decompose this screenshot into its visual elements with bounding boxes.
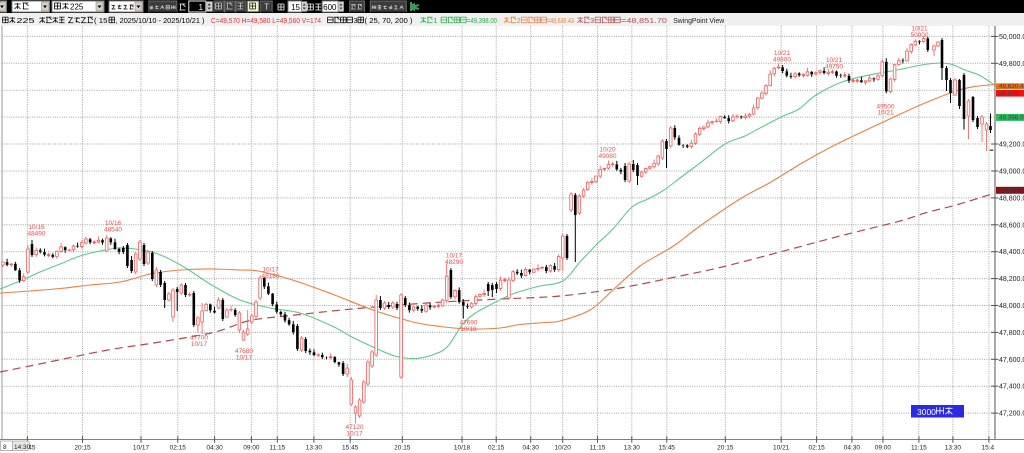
- svg-text:49080: 49080: [598, 153, 616, 160]
- svg-text:49750: 49750: [825, 63, 843, 70]
- svg-text:, 2025/10/10 - 2025/10/21 ): , 2025/10/10 - 2025/10/21 ): [116, 16, 205, 25]
- svg-text:=49,630.43: =49,630.43: [547, 16, 574, 25]
- svg-text:15:4: 15:4: [982, 445, 995, 452]
- svg-text:10/17: 10/17: [446, 253, 463, 260]
- svg-text:=49,398.00: =49,398.00: [467, 16, 497, 25]
- svg-text:3000: 3000: [917, 407, 936, 417]
- svg-text:10/17: 10/17: [133, 445, 150, 452]
- svg-text:49,398.00: 49,398.00: [999, 115, 1024, 122]
- svg-text:50000: 50000: [910, 32, 928, 39]
- svg-text:48,800.00: 48,800.00: [999, 195, 1024, 202]
- svg-text:47,800.00: 47,800.00: [999, 330, 1024, 337]
- svg-text:3: 3: [590, 16, 594, 25]
- svg-text:09:00: 09:00: [243, 445, 260, 452]
- svg-text:48,000.00: 48,000.00: [999, 303, 1024, 310]
- svg-text:10/20: 10/20: [555, 445, 572, 452]
- svg-text:49,800.00: 49,800.00: [999, 61, 1024, 68]
- svg-text:10/17: 10/17: [236, 354, 253, 361]
- svg-text:10/16: 10/16: [28, 224, 45, 231]
- svg-text:( 15: ( 15: [94, 16, 108, 25]
- svg-text:20:15: 20:15: [717, 445, 734, 452]
- svg-text:10/21: 10/21: [877, 110, 894, 117]
- svg-text:10/17: 10/17: [191, 341, 208, 348]
- svg-text:10/16: 10/16: [105, 220, 122, 227]
- svg-text:1: 1: [199, 3, 204, 12]
- svg-text:600: 600: [323, 3, 337, 12]
- svg-text:20:15: 20:15: [394, 445, 411, 452]
- svg-text:10/20: 10/20: [599, 147, 616, 154]
- svg-text:49500: 49500: [876, 104, 894, 111]
- svg-text:04:30: 04:30: [523, 445, 540, 452]
- svg-text:48,851.70: 48,851.70: [999, 188, 1024, 195]
- svg-text:10/21: 10/21: [911, 26, 928, 33]
- svg-text:48180: 48180: [261, 273, 279, 280]
- svg-text:11:15: 11:15: [590, 445, 606, 452]
- svg-text:49,630.43: 49,630.43: [999, 83, 1024, 90]
- svg-text:47,200.00: 47,200.00: [999, 411, 1024, 418]
- svg-text:48,200.00: 48,200.00: [999, 276, 1024, 283]
- svg-text:48,400.00: 48,400.00: [999, 249, 1024, 256]
- svg-text:20:15: 20:15: [74, 445, 91, 452]
- svg-text:15: 15: [291, 3, 300, 12]
- svg-text:04:30: 04:30: [844, 445, 861, 452]
- svg-text:49800: 49800: [773, 56, 791, 63]
- svg-text:47,400.00: 47,400.00: [999, 384, 1024, 391]
- svg-text:47120: 47120: [345, 424, 363, 431]
- svg-text:11:15: 11:15: [269, 445, 285, 452]
- svg-text:13:30: 13:30: [945, 445, 962, 452]
- svg-text:10/21: 10/21: [826, 57, 843, 64]
- svg-text:SwingPoint View: SwingPoint View: [673, 16, 725, 25]
- svg-text:10/18: 10/18: [454, 445, 471, 452]
- svg-text:48490: 48490: [27, 230, 45, 237]
- svg-text:225: 225: [70, 3, 84, 12]
- svg-text:10/18: 10/18: [460, 326, 477, 333]
- svg-text:09:00: 09:00: [875, 445, 892, 452]
- svg-text:10/21: 10/21: [773, 445, 790, 452]
- svg-text:49,000.00: 49,000.00: [999, 169, 1024, 176]
- svg-text:02:15: 02:15: [170, 445, 187, 452]
- svg-text:8: 8: [3, 444, 7, 451]
- svg-text:48,600.00: 48,600.00: [999, 222, 1024, 229]
- svg-text:15:45: 15:45: [342, 445, 359, 452]
- svg-text:48290: 48290: [445, 259, 463, 266]
- svg-text:1: 1: [433, 16, 437, 25]
- svg-text:10/17: 10/17: [346, 430, 363, 437]
- svg-text:47700: 47700: [190, 335, 208, 342]
- svg-text:50,000.00: 50,000.00: [999, 34, 1024, 41]
- svg-text:49,200.00: 49,200.00: [999, 142, 1024, 149]
- svg-text:T: T: [264, 3, 269, 12]
- svg-text:225: 225: [17, 16, 35, 25]
- svg-text:10/21: 10/21: [774, 50, 791, 57]
- svg-text:3: 3: [354, 16, 358, 25]
- svg-text:13:30: 13:30: [306, 445, 323, 452]
- svg-text:2: 2: [517, 16, 521, 25]
- svg-text:( 25, 70, 200 ): ( 25, 70, 200 ): [365, 16, 414, 25]
- svg-text:C=49,570 H=49,580 L=49,560 V=1: C=49,570 H=49,580 L=49,560 V=174: [211, 16, 321, 25]
- svg-text:15:45: 15:45: [659, 445, 676, 452]
- svg-text:14:30: 14:30: [14, 444, 31, 451]
- svg-text:04:30: 04:30: [206, 445, 223, 452]
- svg-text:13:30: 13:30: [624, 445, 641, 452]
- svg-text:48540: 48540: [104, 226, 122, 233]
- svg-text:47,600.00: 47,600.00: [999, 357, 1024, 364]
- svg-text:10/17: 10/17: [262, 267, 279, 274]
- svg-text:02:15: 02:15: [488, 445, 505, 452]
- svg-text:02:15: 02:15: [808, 445, 825, 452]
- svg-text:47690: 47690: [459, 320, 477, 327]
- svg-text:47680: 47680: [235, 348, 253, 355]
- svg-text:49,570: 49,570: [999, 90, 1019, 97]
- svg-text:=48,851.70: =48,851.70: [621, 16, 667, 25]
- svg-text:11:15: 11:15: [911, 445, 927, 452]
